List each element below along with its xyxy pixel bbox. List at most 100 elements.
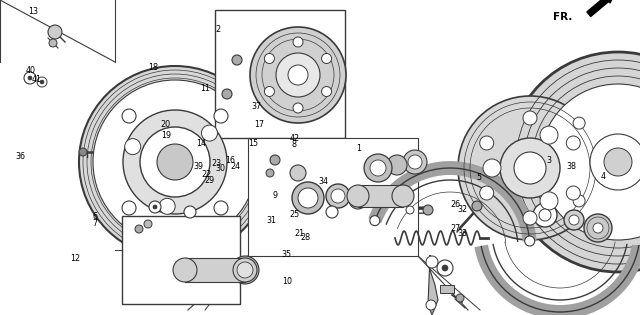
Circle shape: [540, 126, 558, 144]
Circle shape: [387, 155, 407, 175]
Circle shape: [370, 160, 386, 176]
Circle shape: [539, 209, 551, 221]
Circle shape: [222, 89, 232, 99]
Circle shape: [573, 195, 585, 207]
Circle shape: [79, 148, 87, 156]
Text: 33: 33: [457, 229, 467, 238]
Text: 26: 26: [451, 200, 461, 209]
Text: 17: 17: [254, 120, 264, 129]
Text: 28: 28: [301, 233, 311, 242]
Circle shape: [173, 258, 197, 282]
Circle shape: [157, 144, 193, 180]
Text: 23: 23: [211, 159, 221, 168]
Text: 21: 21: [294, 229, 305, 238]
Circle shape: [423, 205, 433, 215]
Text: 20: 20: [160, 120, 170, 129]
Text: 12: 12: [70, 254, 80, 263]
Text: 11: 11: [200, 84, 210, 93]
Text: 18: 18: [148, 63, 159, 72]
Circle shape: [149, 201, 161, 213]
Circle shape: [331, 189, 345, 203]
Circle shape: [293, 37, 303, 47]
Circle shape: [264, 87, 275, 96]
Text: 25: 25: [289, 210, 300, 219]
Text: 8: 8: [292, 140, 297, 149]
Circle shape: [237, 262, 253, 278]
Circle shape: [214, 201, 228, 215]
Bar: [122, 216, 240, 304]
Circle shape: [564, 210, 584, 230]
Text: 6: 6: [92, 212, 97, 221]
Text: 2: 2: [215, 26, 220, 34]
Text: 7: 7: [92, 219, 97, 228]
Text: 27: 27: [451, 224, 461, 233]
Text: 42: 42: [289, 134, 300, 143]
Text: 9: 9: [273, 191, 278, 200]
Circle shape: [24, 72, 36, 84]
Circle shape: [321, 54, 332, 64]
Circle shape: [590, 134, 640, 190]
Circle shape: [123, 110, 227, 214]
Text: 37: 37: [251, 102, 261, 111]
Circle shape: [483, 159, 501, 177]
Bar: [185, 258, 245, 282]
Text: 30: 30: [215, 164, 225, 173]
Circle shape: [364, 154, 392, 182]
FancyArrow shape: [587, 0, 616, 16]
Text: 22: 22: [202, 170, 212, 179]
Circle shape: [144, 220, 152, 228]
Circle shape: [184, 206, 196, 218]
Text: 29: 29: [205, 176, 215, 185]
Circle shape: [392, 185, 414, 207]
Circle shape: [264, 54, 275, 64]
Bar: [248, 138, 418, 256]
Circle shape: [569, 215, 579, 225]
Circle shape: [540, 192, 558, 210]
Circle shape: [326, 206, 338, 218]
Text: 36: 36: [15, 152, 26, 161]
Text: 16: 16: [225, 156, 236, 165]
Circle shape: [408, 155, 422, 169]
Circle shape: [135, 225, 143, 233]
Bar: [215, 10, 345, 138]
Circle shape: [122, 109, 136, 123]
Circle shape: [292, 182, 324, 214]
Circle shape: [566, 186, 580, 200]
Circle shape: [79, 66, 271, 258]
Circle shape: [403, 150, 427, 174]
Text: 4: 4: [600, 172, 605, 181]
Circle shape: [370, 216, 380, 226]
Circle shape: [584, 214, 612, 242]
Circle shape: [347, 185, 369, 207]
Circle shape: [122, 201, 136, 215]
Text: 3: 3: [547, 156, 552, 165]
Circle shape: [233, 258, 257, 282]
Text: 38: 38: [566, 162, 577, 171]
Circle shape: [442, 265, 448, 271]
Circle shape: [293, 103, 303, 113]
Text: 24: 24: [230, 162, 241, 171]
Circle shape: [298, 188, 318, 208]
Circle shape: [426, 256, 438, 268]
Text: 19: 19: [161, 131, 172, 140]
Circle shape: [566, 136, 580, 150]
Circle shape: [406, 206, 414, 214]
Circle shape: [40, 80, 44, 84]
Circle shape: [93, 80, 257, 244]
Text: 5: 5: [476, 174, 481, 182]
Circle shape: [458, 96, 602, 240]
Text: 35: 35: [281, 250, 291, 259]
Text: 10: 10: [282, 278, 292, 286]
Text: 14: 14: [196, 139, 207, 148]
Circle shape: [426, 300, 436, 310]
Circle shape: [533, 203, 557, 227]
Circle shape: [125, 139, 141, 155]
Circle shape: [270, 155, 280, 165]
Circle shape: [28, 76, 32, 80]
Circle shape: [290, 165, 306, 181]
Text: 13: 13: [28, 8, 38, 16]
Circle shape: [49, 39, 57, 47]
Circle shape: [214, 109, 228, 123]
Bar: [440, 285, 454, 293]
Circle shape: [500, 138, 560, 198]
